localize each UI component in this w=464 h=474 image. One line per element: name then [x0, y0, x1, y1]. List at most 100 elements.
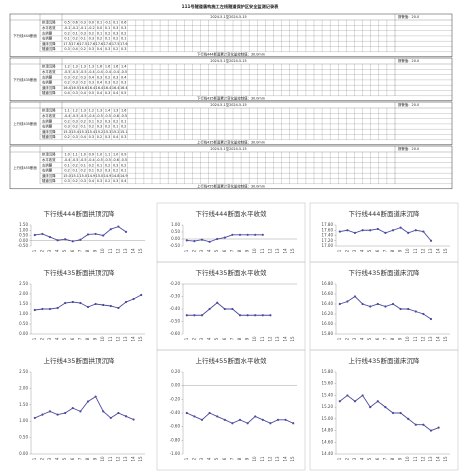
data-point	[246, 314, 249, 317]
x-tick-label: 10	[252, 336, 257, 342]
data-point	[102, 303, 105, 307]
y-tick-label: 15.60	[322, 381, 334, 386]
cell-value: 0.2	[105, 31, 110, 35]
data-point	[376, 227, 379, 231]
x-tick-label: 2	[344, 249, 349, 252]
cell-value: 16.4	[120, 86, 128, 90]
data-point	[422, 423, 425, 426]
cell-value: 0.3	[64, 75, 69, 79]
cell-value: 1.2	[72, 109, 77, 113]
x-tick-label: 9	[93, 337, 98, 340]
cell-value: 0.5	[121, 91, 126, 95]
cell-value: 15.4	[88, 130, 96, 134]
cell-value: 1.0	[64, 153, 69, 157]
cell-value: 14.9	[104, 174, 112, 178]
x-tick-label: 11	[413, 456, 418, 462]
x-tick-label: 10	[252, 248, 257, 254]
y-tick-label: 0.00	[19, 331, 28, 336]
cell-value: 0.3	[113, 31, 118, 35]
data-point	[361, 302, 364, 306]
cell-value: 0.0	[97, 26, 102, 30]
cell-value: 0.9	[121, 153, 126, 157]
cell-value: -0.6	[112, 158, 119, 162]
x-tick-label: 13	[123, 336, 128, 342]
x-tick-label: 6	[70, 457, 75, 460]
cell-value: -0.2	[88, 26, 95, 30]
row-name: 拱顶沉降	[42, 108, 56, 113]
data-point	[56, 413, 59, 416]
x-tick-label: 9	[398, 337, 403, 340]
data-line	[34, 395, 134, 420]
cell-value: 1.3	[89, 65, 94, 69]
y-tick-label: 14.60	[322, 439, 334, 444]
x-tick-label: 1	[184, 457, 189, 460]
x-tick-label: 7	[77, 457, 82, 460]
x-tick-label: 15	[138, 336, 143, 342]
x-tick-label: 9	[93, 249, 98, 252]
cell-value: 0.2	[64, 135, 69, 139]
cell-value: 0.1	[64, 163, 69, 167]
data-point	[41, 413, 44, 416]
block-header: 2024-5-1至2024-5-15	[210, 147, 246, 151]
cell-value: 16.4	[104, 86, 112, 90]
x-tick-label: 10	[405, 248, 410, 254]
block-header: 2024-5-1至2024-5-15	[210, 15, 246, 19]
table-block	[9, 145, 453, 190]
x-tick-label: 1	[337, 249, 342, 252]
table-block	[9, 101, 453, 146]
data-point	[216, 301, 219, 304]
row-name: 拱顶沉降	[42, 20, 56, 25]
data-point	[79, 238, 82, 241]
y-tick-label: 17.40	[322, 233, 334, 238]
block-alarm: 报警值：20.0	[398, 146, 419, 151]
cell-value: 14.9	[120, 174, 128, 178]
data-point	[231, 422, 234, 425]
row-name: 水平收敛	[42, 69, 56, 74]
chart-title: 下行线444断面拱顶沉降	[44, 209, 115, 218]
x-tick-label: 11	[108, 456, 113, 462]
cell-value: 0.1	[105, 26, 110, 30]
row-name: 道床沉降	[42, 173, 56, 178]
y-tick-label: -0.30	[170, 294, 181, 299]
y-tick-label: 15.00	[322, 416, 334, 421]
y-tick-label: -0.60	[170, 331, 181, 336]
row-name: 水平收敛	[42, 25, 56, 30]
x-tick-label: 6	[222, 337, 227, 340]
cell-value: 0.2	[64, 119, 69, 123]
y-tick-label: 0.00	[171, 236, 180, 241]
cell-value: 0.2	[113, 37, 118, 41]
cell-value: 17.6	[96, 42, 104, 46]
cell-value: 0.3	[64, 179, 69, 183]
x-tick-label: 12	[267, 248, 272, 254]
data-point	[208, 307, 211, 311]
data-point	[56, 239, 59, 242]
x-tick-label: 10	[100, 248, 105, 254]
data-point	[338, 400, 341, 403]
data-point	[231, 307, 234, 311]
cell-value: 1.6	[113, 65, 118, 69]
cell-value: 1.6	[97, 65, 102, 69]
y-tick-label: 1.00	[19, 418, 28, 423]
x-tick-label: 2	[191, 457, 196, 460]
x-tick-label: 11	[260, 248, 265, 254]
x-tick-label: 9	[398, 249, 403, 252]
cell-value: -0.6	[112, 114, 119, 118]
cell-value: -0.5	[72, 114, 79, 118]
cell-value: 0.2	[72, 163, 77, 167]
data-point	[223, 236, 226, 239]
x-tick-label: 6	[375, 337, 380, 340]
x-tick-label: 7	[229, 457, 234, 460]
data-point	[391, 229, 395, 232]
cell-value: 15.3	[104, 130, 112, 134]
cell-value: -0.1	[80, 26, 87, 30]
x-tick-label: 2	[39, 337, 44, 340]
x-tick-label: 7	[382, 249, 387, 252]
cell-value: 0.4	[97, 91, 102, 95]
data-point	[124, 415, 128, 418]
x-tick-label: 7	[382, 337, 387, 340]
cell-value: 0.2	[97, 135, 102, 139]
x-tick-label: 2	[191, 249, 196, 252]
cell-value: 0.5	[89, 91, 94, 95]
cell-value: 17.5	[79, 42, 87, 46]
